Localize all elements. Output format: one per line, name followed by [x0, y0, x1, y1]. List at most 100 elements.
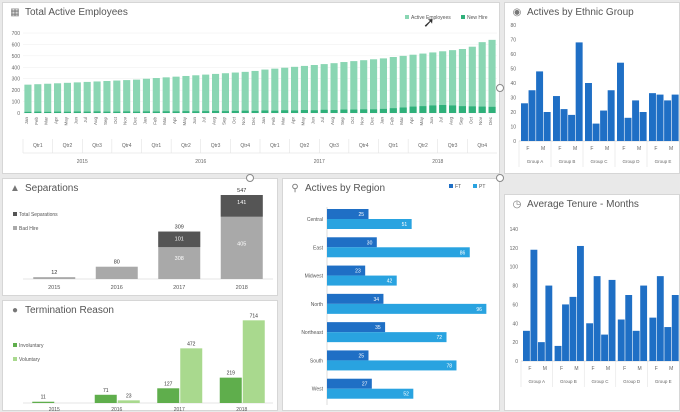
y-tick-label: 20 — [512, 340, 518, 346]
group-label: Group E — [655, 379, 672, 384]
month-label: Sep — [458, 117, 463, 126]
x-tick-label: 2018 — [236, 407, 247, 412]
sub-label: M — [543, 366, 547, 372]
bar-active — [24, 84, 32, 113]
y-tick-label: 40 — [512, 321, 518, 327]
data-label-ft: 27 — [362, 382, 368, 388]
bar-active — [409, 54, 417, 113]
month-label: Feb — [34, 117, 39, 125]
data-label-other: 405 — [237, 241, 246, 247]
month-label: May — [182, 116, 187, 125]
y-tick-label: Midwest — [305, 274, 324, 280]
bar — [593, 276, 601, 361]
panel-title: Actives by Ethnic Group — [527, 7, 634, 18]
x-tick-label: 2016 — [111, 407, 122, 412]
bar-new-hire — [350, 109, 358, 113]
panel-title: Actives by Region — [305, 183, 386, 194]
sub-label: F — [528, 366, 531, 372]
month-label: May — [300, 116, 305, 125]
bar-active — [320, 64, 328, 113]
bar-bad-hire — [220, 194, 263, 217]
legend-label-active: Active Employees — [411, 15, 451, 21]
quarter-label: Qtr2 — [63, 143, 73, 149]
mouse-cursor-icon: ➚ — [423, 14, 435, 30]
data-label-ft: 34 — [373, 297, 379, 303]
bar-new-hire — [202, 111, 210, 113]
bar-new-hire — [439, 105, 447, 113]
y-tick-label: 0 — [513, 139, 516, 145]
sub-label: M — [605, 146, 609, 152]
month-label: Jul — [439, 117, 444, 123]
sub-label: F — [590, 146, 593, 152]
bar — [568, 114, 576, 141]
bar-active — [192, 75, 200, 113]
month-label: Jan — [379, 117, 384, 125]
quarter-label: Qtr3 — [448, 143, 458, 149]
bar — [671, 295, 679, 361]
x-tick-label: 2016 — [111, 285, 123, 291]
bar — [523, 330, 530, 361]
resize-handle[interactable] — [246, 174, 254, 182]
sub-label: M — [573, 146, 577, 152]
bar-voluntary — [242, 320, 265, 403]
quarter-label: Qtr3 — [211, 143, 221, 149]
data-label-ft: 23 — [355, 269, 361, 275]
bar-active — [370, 59, 378, 113]
legend-label-total: Total Separations — [19, 212, 58, 218]
chart-termination: 11 2015 71 23 2016 127 472 2017 219 714 2018 Involu… — [13, 313, 273, 412]
bar-new-hire — [320, 109, 328, 113]
bar-active — [439, 51, 447, 113]
bar — [536, 71, 544, 141]
bar — [545, 285, 553, 361]
bar-active — [360, 60, 368, 113]
sub-label: F — [655, 366, 658, 372]
y-tick-label: 120 — [510, 246, 519, 252]
panel-title: Average Tenure - Months — [527, 199, 639, 210]
sub-label: F — [560, 366, 563, 372]
resize-handle[interactable] — [496, 84, 504, 92]
month-label: Mar — [44, 116, 49, 124]
bar — [562, 304, 569, 361]
bar-new-hire — [152, 111, 160, 113]
y-tick-label: North — [311, 302, 323, 308]
month-label: Dec — [251, 116, 256, 125]
bar — [664, 327, 672, 361]
bar-new-hire — [34, 111, 42, 113]
bar-active — [63, 82, 71, 113]
bar-new-hire — [488, 106, 496, 113]
month-label: Aug — [449, 117, 454, 126]
bar — [608, 279, 616, 361]
month-label: Feb — [389, 117, 394, 125]
y-tick-label: 400 — [12, 65, 21, 71]
y-tick-label: 0 — [515, 359, 518, 365]
bar-active — [182, 75, 190, 113]
y-tick-label: 600 — [12, 42, 21, 48]
bar — [617, 319, 625, 361]
y-tick-label: Northeast — [301, 330, 323, 336]
data-label-bad-hire: 101 — [175, 237, 184, 243]
data-label-voluntary: 23 — [126, 393, 132, 399]
month-label: May — [419, 116, 424, 125]
sub-label: M — [669, 366, 673, 372]
bar-new-hire — [300, 110, 308, 113]
month-label: Jun — [73, 117, 78, 125]
bar-active — [488, 39, 496, 113]
y-tick-label: 300 — [12, 77, 21, 83]
chart-ethnic: 0 10 20 30 40 50 60 70 80 F M Group A F M Group B F M Gro… — [510, 23, 679, 167]
legend-swatch-active — [405, 15, 409, 19]
bar-active — [142, 78, 150, 113]
month-label: Sep — [221, 117, 226, 126]
sub-label: M — [638, 366, 642, 372]
month-label: Nov — [360, 116, 365, 125]
info-icon: ● — [11, 305, 19, 316]
group-label: Group B — [559, 159, 576, 164]
month-label: Apr — [409, 117, 414, 125]
resize-handle[interactable] — [496, 174, 504, 182]
data-label-involuntary: 219 — [227, 371, 236, 377]
y-tick-label: Central — [307, 217, 323, 223]
month-label: Apr — [291, 117, 296, 125]
bar-bad-hire — [158, 231, 201, 248]
panel-region: ⚲ Actives by Region 25 51 Central 30 86 East 2… — [282, 178, 500, 411]
bar-ft — [327, 237, 377, 248]
bar — [601, 334, 609, 361]
